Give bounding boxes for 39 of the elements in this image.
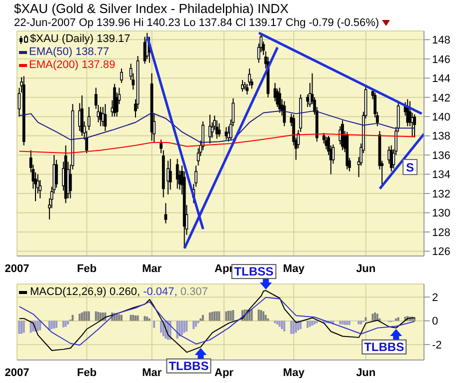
x-tick-label: Jun (356, 262, 376, 275)
y-tick-label: 132 (432, 188, 450, 200)
y-tick-label: 130 (432, 208, 450, 220)
y-tick-label: 140 (432, 111, 450, 124)
legend-label: $XAU (Daily) 139.17 (30, 33, 130, 46)
annotation: TLBSS (234, 264, 274, 279)
annotation: TLBBS (168, 358, 209, 373)
legend-label: EMA(50) 138.77 (29, 46, 110, 59)
series-label: -0.047, (143, 286, 178, 299)
x-tick-label: May (283, 262, 306, 275)
legend-label: MACD(12,26,9) 0.260, (30, 286, 140, 299)
x-tick-label: 2007 (4, 262, 30, 275)
y-tick-label: 142 (432, 92, 450, 104)
x-tick-label: Feb (76, 262, 97, 275)
x-tick-label: Apr (214, 366, 234, 379)
x-tick-label: Mar (142, 366, 162, 379)
x-tick-label: Apr (214, 262, 234, 275)
y-tick-label: 128 (432, 226, 450, 239)
y-tick-label: 146 (432, 54, 450, 66)
chart-subtitle: 22-Jun-2007 Op 139.96 Hi 140.23 Lo 137.84 Cl 139.17 Chg -0.79 (-0.56%) (14, 17, 380, 29)
x-tick-label: Jun (356, 366, 376, 379)
x-tick-label: Mar (142, 262, 162, 275)
x-tick-label: 2007 (4, 366, 30, 379)
y-tick-label: 134 (432, 169, 450, 182)
annotation: TLBBS (364, 340, 404, 354)
y-tick-label: 148 (432, 34, 450, 47)
y-tick-label: 144 (432, 73, 450, 86)
y-tick-label: 136 (432, 150, 450, 162)
y-tick-label: 2 (432, 292, 438, 304)
y-tick-label: 0 (432, 316, 438, 328)
legend-label: EMA(200) 137.89 (29, 59, 116, 72)
y-tick-label: 138 (432, 130, 450, 143)
y-tick-label: 126 (432, 246, 450, 258)
x-tick-label: Feb (76, 366, 97, 379)
y-tick-label: -2 (432, 339, 442, 352)
annotation: S (406, 160, 414, 175)
chart-title: $XAU (Gold & Silver Index - Philadelphia) INDX (14, 1, 289, 16)
series-label: 0.307 (180, 286, 208, 299)
x-tick-label: May (283, 366, 306, 379)
